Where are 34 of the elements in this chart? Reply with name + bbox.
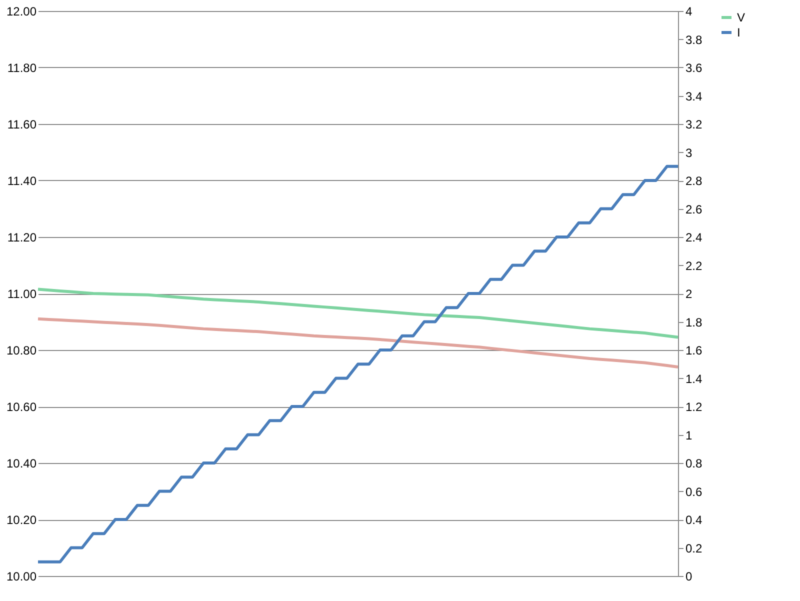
y-tick-label: 10.60	[6, 400, 37, 414]
y-tick-label: 12.00	[6, 4, 37, 18]
y2-tick-label: 2.6	[686, 202, 703, 216]
y2-tick-label: 2.2	[686, 258, 703, 273]
y-tick-label: 10.20	[6, 513, 37, 527]
y2-tick-label: 0	[686, 570, 692, 584]
y2-tick-label: 1.8	[686, 315, 703, 330]
y-tick-label: 11.20	[7, 230, 37, 244]
y2-tick-label: 3	[686, 146, 692, 160]
y-tick-label: 10.40	[6, 456, 37, 470]
y-tick-label: 11.60	[7, 118, 37, 132]
y-tick-label: 11.00	[7, 287, 37, 301]
y2-tick-label: 2	[686, 287, 692, 301]
y-tick-label: 10.00	[6, 570, 37, 584]
y2-tick-label: 3.2	[686, 118, 703, 132]
legend-label: V	[737, 10, 746, 24]
y2-tick-label: 0.8	[686, 456, 703, 470]
y2-tick-label: 1.2	[686, 400, 703, 414]
y2-tick-label: 0.6	[686, 484, 703, 499]
y2-tick-label: 3.6	[686, 61, 703, 75]
y2-tick-label: 1.6	[686, 344, 703, 358]
y2-tick-label: 2.4	[686, 230, 703, 244]
y2-tick-label: 4	[686, 4, 692, 18]
y-tick-label: 11.40	[7, 174, 37, 188]
y2-tick-label: 0.2	[686, 541, 703, 556]
y-tick-label: 10.80	[6, 344, 37, 358]
legend-label: I	[737, 26, 740, 40]
y2-tick-label: 3.8	[686, 32, 703, 47]
y2-tick-label: 1	[686, 428, 692, 442]
y-tick-label: 11.80	[7, 61, 37, 75]
y2-tick-label: 1.4	[686, 372, 703, 386]
y2-tick-label: 3.4	[686, 89, 703, 104]
y2-tick-label: 0.4	[686, 513, 703, 527]
y2-tick-label: 2.8	[686, 174, 703, 188]
